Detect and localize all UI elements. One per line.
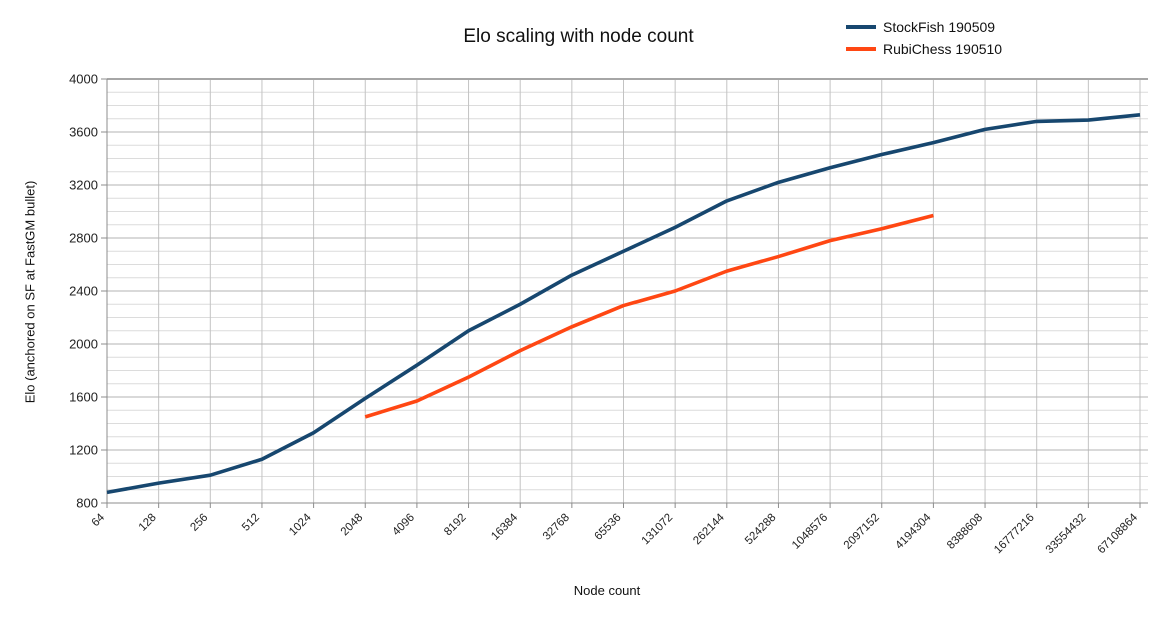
legend-line-swatch (846, 25, 876, 29)
x-tick-label: 1024 (287, 511, 314, 538)
x-axis-title: Node count (573, 583, 641, 598)
y-tick-label: 4000 (69, 72, 98, 87)
series-line-0 (106, 112, 1141, 495)
y-tick-label: 3600 (69, 125, 98, 140)
x-tick-label: 128 (137, 512, 159, 534)
y-tick-label: 1200 (69, 443, 98, 458)
x-tick-label: 256 (188, 512, 210, 534)
legend: StockFish 190509 RubiChess 190510 (846, 16, 1002, 60)
y-tick-label: 800 (76, 496, 98, 511)
minor-gridlines (107, 91, 1148, 491)
x-tick-label: 16777216 (992, 512, 1037, 557)
series-line-1 (364, 213, 934, 419)
y-tick-label: 1600 (69, 390, 98, 405)
chart-title: Elo scaling with node count (463, 26, 694, 47)
x-tick-label: 32768 (541, 512, 572, 543)
x-tick-label: 64 (90, 511, 108, 529)
x-tick-label: 65536 (593, 512, 624, 543)
y-axis-title: Elo (anchored on SF at FastGM bullet) (22, 180, 38, 404)
x-tick-label: 1048576 (790, 512, 830, 552)
x-tick-label: 2097152 (842, 512, 882, 552)
x-tick-label: 2048 (339, 512, 366, 539)
y-axis-ticks: 800 1200 1600 2000 2400 2800 3200 3600 4000 (69, 72, 107, 511)
y-tick-label: 2400 (69, 284, 98, 299)
y-tick-label: 2800 (69, 231, 98, 246)
x-axis-ticks: 64 128 256 512 1024 2048 4096 8192 16384 32768 655… (90, 503, 1141, 556)
x-tick-label: 524288 (743, 512, 779, 548)
x-tick-label: 512 (240, 512, 262, 534)
x-tick-label: 131072 (640, 512, 676, 548)
x-tick-label: 8192 (442, 512, 469, 539)
legend-label: RubiChess 190510 (883, 41, 1003, 57)
x-tick-label: 33554432 (1044, 512, 1089, 557)
legend-line-swatch (846, 47, 876, 51)
y-tick-label: 3200 (69, 178, 98, 193)
x-tick-label: 8388608 (945, 512, 985, 552)
legend-item-0: StockFish 190509 (846, 16, 1002, 38)
legend-item-1: RubiChess 190510 (846, 38, 1002, 60)
y-tick-label: 2000 (69, 337, 98, 352)
x-tick-label: 16384 (489, 511, 521, 543)
x-tick-label: 4096 (390, 512, 417, 539)
x-tick-label: 262144 (691, 511, 727, 547)
x-tick-label: 4194304 (893, 511, 934, 552)
major-gridlines (107, 78, 1148, 504)
x-tick-label: 67108864 (1095, 511, 1140, 556)
legend-label: StockFish 190509 (883, 19, 996, 35)
